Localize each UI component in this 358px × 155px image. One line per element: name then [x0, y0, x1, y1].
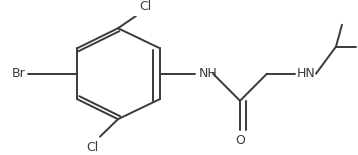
Text: Cl: Cl: [140, 0, 152, 13]
Text: Br: Br: [12, 67, 26, 80]
Text: Cl: Cl: [87, 141, 99, 154]
Text: O: O: [235, 134, 245, 147]
Text: HN: HN: [297, 67, 315, 80]
Text: NH: NH: [199, 67, 217, 80]
